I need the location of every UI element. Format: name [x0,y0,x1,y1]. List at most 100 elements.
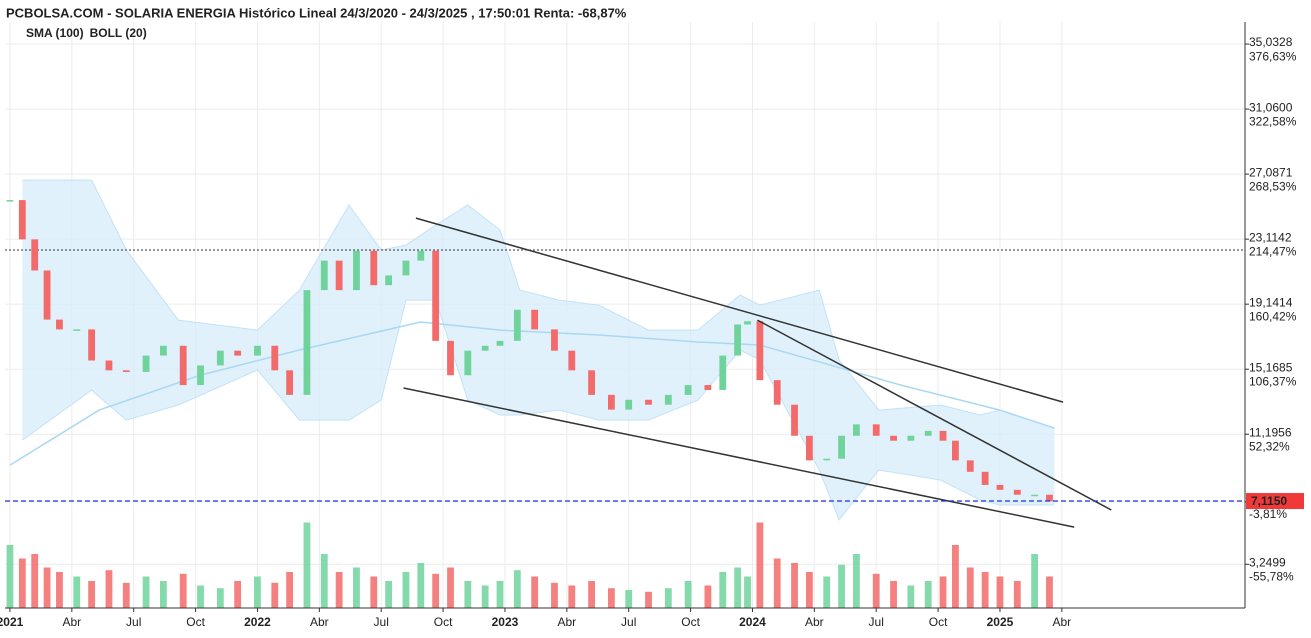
candle [924,430,932,436]
volume-bar [805,572,813,608]
candle [1031,494,1039,497]
volume-bar [303,522,311,608]
volume-bar [432,573,440,608]
volume-bar [645,591,652,608]
volume-bar [744,576,751,608]
volume-bar [890,581,897,608]
x-tick-label: Jul [621,615,636,629]
volume-bar [320,554,328,608]
y2-tick-label: 52,32% [1249,439,1290,453]
candle [105,360,113,371]
candle [303,290,311,395]
y-tick-label: 31,0600 [1249,100,1293,114]
volume-bar [234,581,242,608]
x-tick-label: Abr [805,615,824,629]
volume-bar [385,581,393,608]
trendline [403,387,1075,528]
x-tick-label: Oct [681,615,700,629]
volume-bar [31,554,39,608]
candle [996,484,1004,490]
x-tick-label: Jul [374,615,389,629]
candle [645,399,652,405]
candle [481,345,489,351]
candle [551,329,558,351]
candle [353,250,360,291]
candle [734,324,742,356]
candle [73,329,81,331]
volume-bar [704,585,712,608]
last-price-box [1246,493,1304,510]
trendline [415,217,1064,403]
volume-bar [6,545,14,608]
volume-bar [370,576,378,608]
volume-bar [924,581,932,608]
volume-bar [791,563,798,608]
candle [568,350,576,371]
volume-bar [734,567,742,608]
y2-tick-label: 106,37% [1249,374,1297,388]
volume-bar [823,576,831,608]
candle [43,270,51,320]
x-tick-label: 2021 [0,615,24,629]
volume-bar [872,573,880,608]
volume-bar [939,576,947,608]
volume-bar [981,572,989,608]
candle [179,345,187,386]
volume-bar [1013,581,1021,608]
volume-bar [513,570,521,608]
candle [981,471,989,485]
volume-bar [551,582,558,608]
y-tick-label: 19,1414 [1249,295,1293,309]
x-tick-label: Abr [1053,615,1072,629]
candle [872,424,880,436]
legend-entry: BOLL (20) [90,26,147,40]
y2-tick-label: 160,42% [1249,309,1297,323]
candle [513,309,521,341]
candle [142,355,150,372]
y-tick-label: 35,0328 [1249,35,1293,49]
x-tick-label: 2022 [244,615,271,629]
volume-bar [105,570,113,608]
legend-entry: SMA (100) [26,26,84,40]
volume-bar [197,585,204,608]
candle [496,340,504,346]
volume-bar [773,558,781,608]
candle [588,370,595,395]
candle [791,404,798,436]
candle [464,350,472,376]
volume-bar [142,576,150,608]
y2-tick-label: 214,47% [1249,244,1297,258]
volume-bar [464,581,472,608]
volume-bar [996,576,1004,608]
candle [853,424,860,436]
candle [823,458,831,461]
bollinger-lower [22,299,1055,521]
candle [890,435,897,441]
x-tick-label: Oct [434,615,453,629]
candle [417,250,425,261]
candle [939,430,947,441]
candle [18,200,26,240]
last-price-label: 7,1150 [1251,494,1287,508]
y-tick-label: 3,2499 [1249,555,1286,569]
volume-bar [353,567,360,608]
volume-bar [1031,554,1039,608]
candle [684,385,692,395]
x-tick-label: Oct [186,615,205,629]
volume-bar [18,558,26,608]
candle [6,200,14,202]
candle [88,329,96,361]
candle [402,260,410,276]
candle [31,239,39,271]
candle [907,435,915,441]
candle [122,370,130,372]
candle [370,250,378,286]
volume-bar [122,582,130,608]
volume-bar [664,588,672,608]
x-tick-label: 2023 [492,615,519,629]
candle [664,394,672,405]
candle [320,260,328,291]
x-tick-label: Abr [557,615,576,629]
